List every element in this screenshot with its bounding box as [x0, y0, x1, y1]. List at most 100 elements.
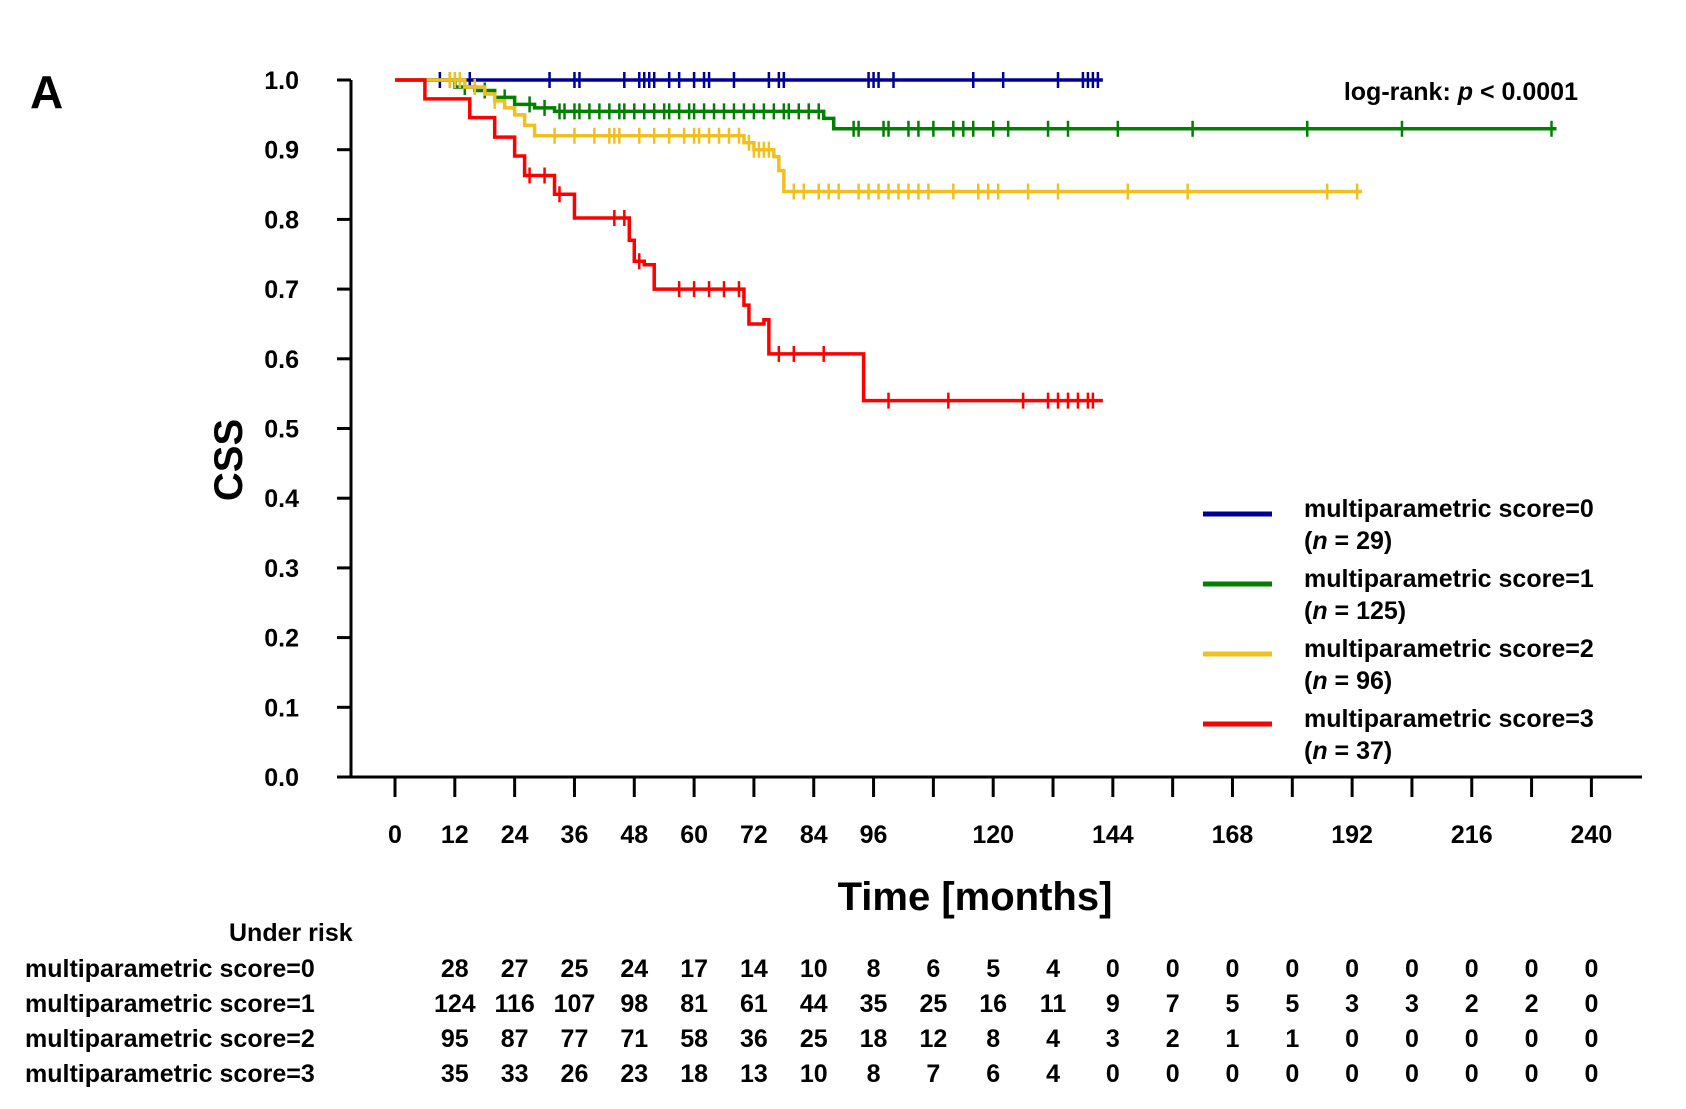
- y-tick-label: 0.5: [264, 416, 299, 444]
- x-tick-label: 84: [800, 821, 828, 849]
- risk-value: 98: [620, 990, 648, 1018]
- risk-value: 0: [1525, 1060, 1539, 1088]
- risk-value: 0: [1285, 955, 1299, 983]
- risk-value: 6: [926, 955, 940, 983]
- logrank-p: p: [1457, 78, 1473, 106]
- risk-value: 12: [919, 1025, 947, 1053]
- logrank-annotation: log-rank: p < 0.0001: [1344, 78, 1578, 106]
- logrank-prefix: log-rank:: [1344, 78, 1458, 106]
- x-tick-label: 120: [972, 821, 1014, 849]
- risk-value: 25: [561, 955, 589, 983]
- survival-curve: [395, 78, 1103, 403]
- legend-label: multiparametric score=3: [1304, 705, 1594, 733]
- x-tick-label: 48: [620, 821, 648, 849]
- x-axis-title: Time [months]: [838, 875, 1113, 919]
- risk-value: 3: [1345, 990, 1359, 1018]
- risk-value: 0: [1345, 955, 1359, 983]
- risk-value: 0: [1345, 1060, 1359, 1088]
- risk-value: 0: [1106, 955, 1120, 983]
- risk-value: 2: [1166, 1025, 1180, 1053]
- risk-value: 16: [979, 990, 1007, 1018]
- risk-value: 8: [867, 955, 881, 983]
- risk-value: 0: [1106, 1060, 1120, 1088]
- x-tick-label: 0: [388, 821, 402, 849]
- risk-value: 81: [680, 990, 708, 1018]
- y-axis-title: CSS: [207, 419, 251, 501]
- legend-n: (n = 125): [1304, 597, 1406, 625]
- risk-value: 107: [554, 990, 596, 1018]
- risk-value: 0: [1405, 1060, 1419, 1088]
- risk-value: 27: [501, 955, 529, 983]
- risk-value: 58: [680, 1025, 708, 1053]
- risk-value: 0: [1584, 990, 1598, 1018]
- risk-value: 35: [860, 990, 888, 1018]
- x-tick-label: 36: [561, 821, 589, 849]
- risk-row-label: multiparametric score=3: [25, 1060, 315, 1088]
- x-tick-label: 12: [441, 821, 469, 849]
- risk-value: 5: [986, 955, 1000, 983]
- risk-value: 18: [680, 1060, 708, 1088]
- risk-value: 5: [1285, 990, 1299, 1018]
- risk-value: 13: [740, 1060, 768, 1088]
- y-tick-label: 1.0: [264, 67, 299, 95]
- survival-curve: [395, 78, 1363, 194]
- legend-label: multiparametric score=2: [1304, 635, 1594, 663]
- y-tick-label: 0.1: [264, 694, 299, 722]
- risk-value: 95: [441, 1025, 469, 1053]
- risk-row-label: multiparametric score=2: [25, 1025, 315, 1053]
- risk-value: 11: [1040, 990, 1067, 1018]
- x-tick-label: 168: [1212, 821, 1254, 849]
- risk-value: 28: [441, 955, 469, 983]
- risk-value: 61: [740, 990, 768, 1018]
- risk-value: 0: [1226, 955, 1240, 983]
- risk-row-label: multiparametric score=0: [25, 955, 315, 983]
- risk-value: 36: [740, 1025, 768, 1053]
- y-tick-label: 0.9: [264, 137, 299, 165]
- risk-table-title: Under risk: [229, 919, 353, 947]
- risk-value: 4: [1046, 1060, 1060, 1088]
- risk-value: 0: [1465, 1060, 1479, 1088]
- legend-label: multiparametric score=1: [1304, 565, 1594, 593]
- risk-value: 8: [867, 1060, 881, 1088]
- risk-value: 0: [1285, 1060, 1299, 1088]
- risk-value: 9: [1106, 990, 1120, 1018]
- risk-value: 24: [620, 955, 648, 983]
- x-tick-label: 144: [1092, 821, 1134, 849]
- risk-value: 0: [1226, 1060, 1240, 1088]
- risk-value: 7: [1166, 990, 1180, 1018]
- risk-value: 3: [1405, 990, 1419, 1018]
- risk-value: 0: [1525, 1025, 1539, 1053]
- risk-value: 10: [800, 1060, 828, 1088]
- logrank-suffix: < 0.0001: [1473, 78, 1578, 106]
- risk-value: 1: [1226, 1025, 1240, 1053]
- risk-value: 8: [986, 1025, 1000, 1053]
- risk-value: 0: [1584, 955, 1598, 983]
- risk-value: 0: [1405, 955, 1419, 983]
- x-tick-label: 216: [1451, 821, 1493, 849]
- y-tick-label: 0.0: [264, 764, 299, 792]
- series-0: [395, 72, 1103, 88]
- risk-value: 4: [1046, 1025, 1060, 1053]
- risk-value: 1: [1285, 1025, 1299, 1053]
- risk-value: 25: [919, 990, 947, 1018]
- risk-value: 4: [1046, 955, 1060, 983]
- x-tick-label: 60: [680, 821, 708, 849]
- legend-label: multiparametric score=0: [1304, 495, 1594, 523]
- risk-value: 23: [620, 1060, 648, 1088]
- y-tick-label: 0.6: [264, 346, 299, 374]
- risk-value: 116: [494, 990, 534, 1018]
- legend-n: (n = 37): [1304, 737, 1392, 765]
- risk-value: 3: [1106, 1025, 1120, 1053]
- risk-value: 44: [800, 990, 828, 1018]
- risk-value: 0: [1166, 955, 1180, 983]
- y-tick-label: 0.7: [264, 276, 299, 304]
- x-tick-label: 72: [740, 821, 768, 849]
- risk-value: 0: [1345, 1025, 1359, 1053]
- risk-value: 17: [680, 955, 708, 983]
- risk-value: 6: [986, 1060, 1000, 1088]
- y-tick-label: 0.2: [264, 625, 299, 653]
- x-tick-label: 96: [860, 821, 888, 849]
- risk-value: 14: [740, 955, 768, 983]
- risk-value: 0: [1584, 1060, 1598, 1088]
- series-2: [395, 72, 1363, 200]
